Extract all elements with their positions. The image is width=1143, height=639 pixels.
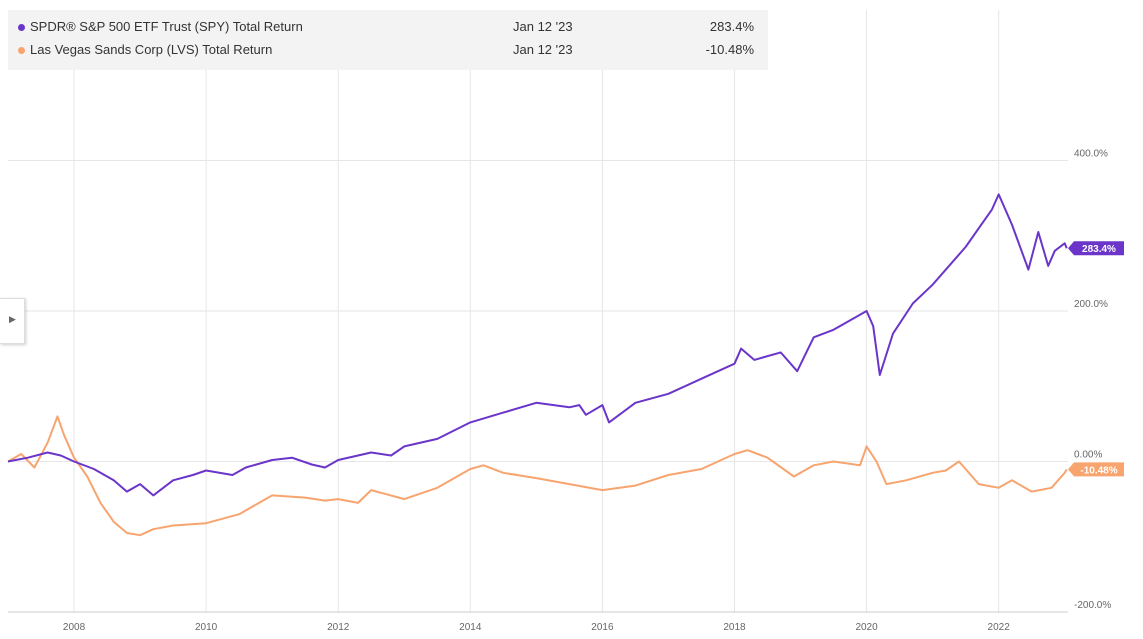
end-value-label-spy: 283.4% (1068, 241, 1124, 256)
x-tick-label: 2008 (63, 622, 86, 633)
x-tick-label: 2010 (195, 622, 218, 633)
series-color-dot (18, 24, 25, 31)
chevron-right-icon: ▶ (9, 314, 16, 324)
end-labels: 283.4% -10.48% (1068, 241, 1124, 477)
legend-date: Jan 12 '23 (513, 19, 573, 34)
y-tick-label: 200.0% (1074, 299, 1108, 310)
end-label-bg (1068, 462, 1124, 477)
series-color-dot (18, 47, 25, 54)
axes: 2008 2010 2012 2014 2016 2018 2020 2022 -200.0% 0… (8, 149, 1111, 633)
series-line-spy (7, 193, 1068, 497)
legend-series-name: SPDR® S&P 500 ETF Trust (SPY) Total Retu… (30, 19, 303, 34)
legend-value: -10.48% (705, 42, 754, 57)
legend-item-spy[interactable]: SPDR® S&P 500 ETF Trust (SPY) Total Retu… (8, 16, 768, 38)
end-label-text: 283.4% (1082, 244, 1116, 255)
end-value-label-lvs: -10.48% (1068, 462, 1124, 477)
x-tick-label: 2016 (591, 622, 614, 633)
legend-item-lvs[interactable]: Las Vegas Sands Corp (LVS) Total Return … (8, 39, 768, 61)
legend: SPDR® S&P 500 ETF Trust (SPY) Total Retu… (8, 10, 768, 70)
series-lines (7, 193, 1068, 537)
y-tick-label: 400.0% (1074, 149, 1108, 160)
x-tick-label: 2012 (327, 622, 350, 633)
x-tick-label: 2018 (723, 622, 746, 633)
legend-value: 283.4% (709, 19, 754, 34)
end-label-bg (1068, 241, 1124, 256)
expand-panel-button[interactable]: ▶ (0, 298, 25, 344)
y-tick-label: 0.00% (1074, 450, 1102, 461)
legend-series-name: Las Vegas Sands Corp (LVS) Total Return (30, 42, 273, 57)
x-tick-label: 2022 (988, 622, 1011, 633)
legend-date: Jan 12 '23 (513, 42, 573, 57)
y-tick-label: -200.0% (1074, 600, 1111, 611)
series-line-lvs (7, 415, 1068, 537)
x-tick-label: 2014 (459, 622, 482, 633)
end-label-text: -10.48% (1080, 465, 1117, 476)
x-tick-label: 2020 (855, 622, 878, 633)
